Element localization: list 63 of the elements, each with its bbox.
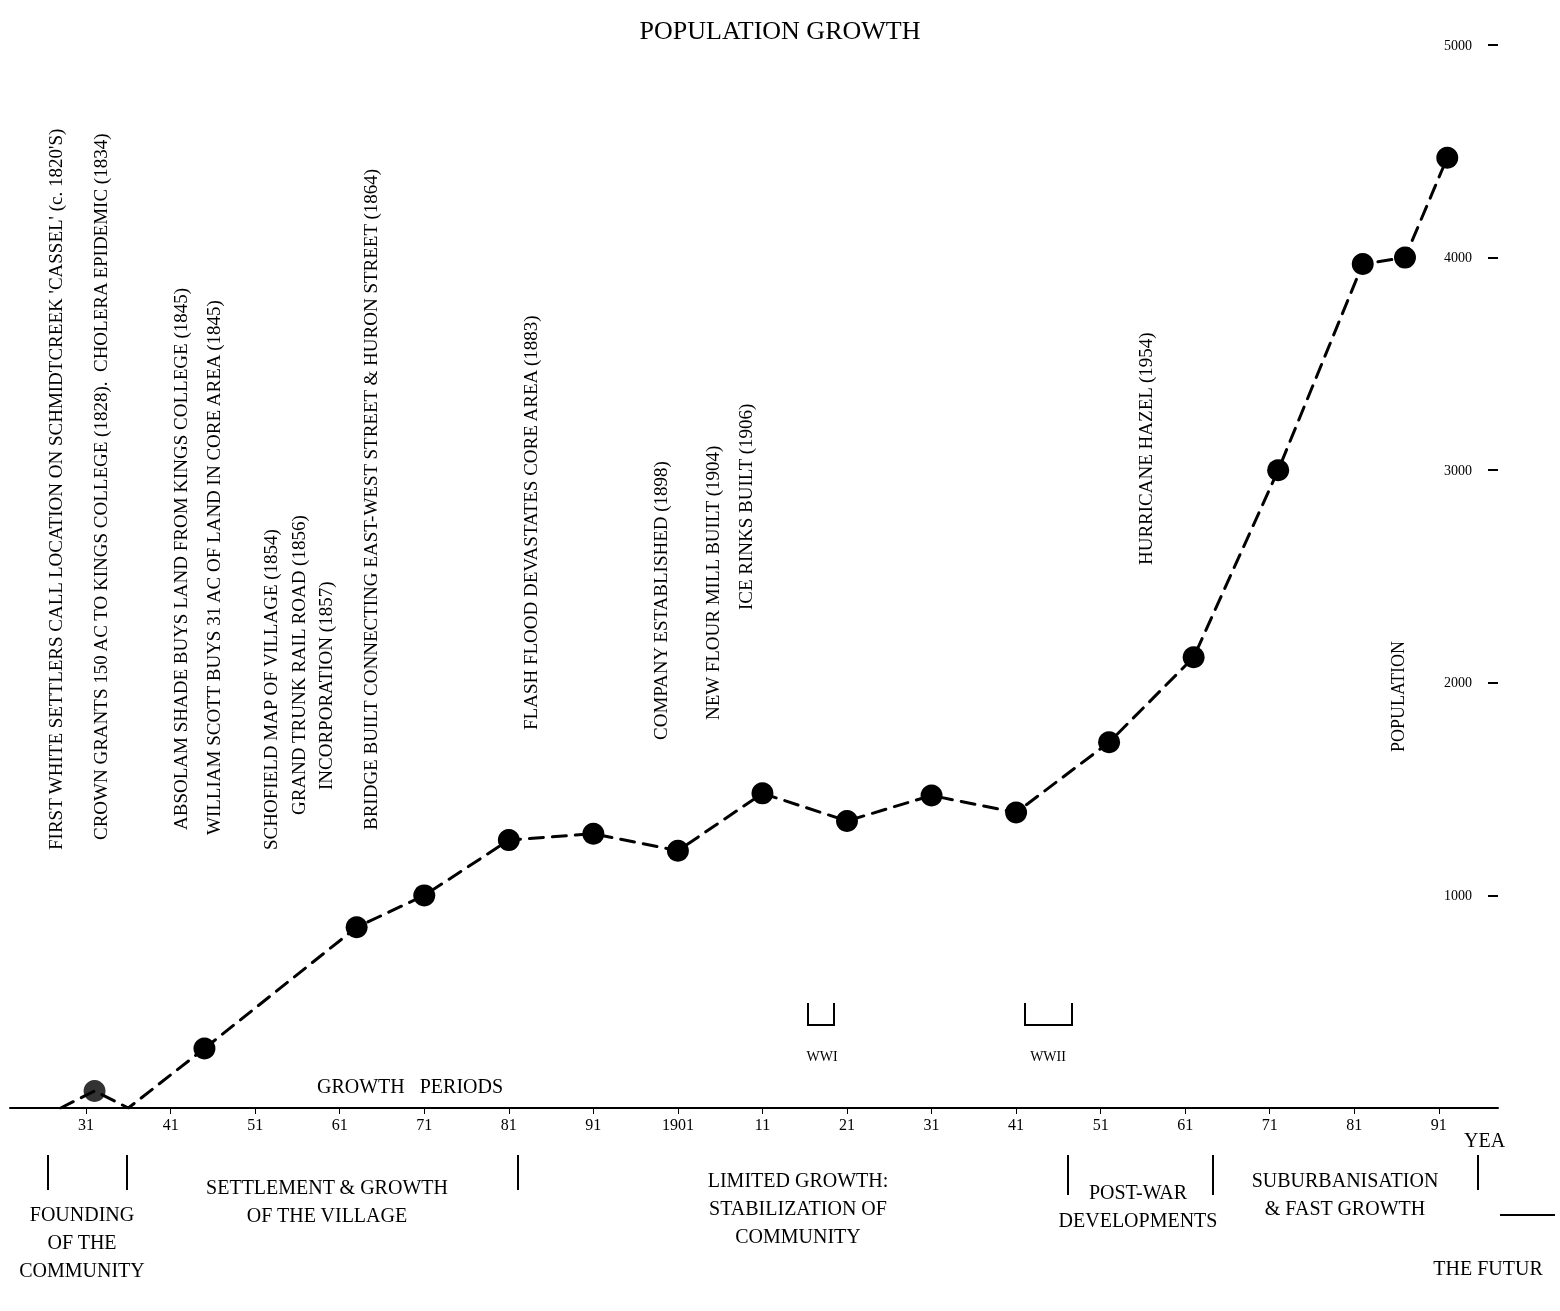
x-tick-label: 41 [162, 1115, 179, 1133]
x-tick-label: 91 [1430, 1115, 1447, 1133]
chart-title: POPULATION GROWTH [639, 15, 921, 45]
y-tick-label: 3000 [1444, 462, 1472, 478]
annotation: NEW FLOUR MILL BUILT (1904) [701, 445, 724, 720]
annotation: FIRST WHITE SETTLERS CALL LOCATION ON SCHMIDTCREEK 'CASSEL' (c. 1820'S) [44, 128, 67, 850]
annotation: GROWTH PERIODS [316, 1075, 504, 1097]
annotation: BRIDGE BUILT CONNECTING EAST-WEST STREET & HURON STREET (1864) [359, 168, 382, 830]
x-tick-label: 61 [331, 1115, 348, 1133]
x-tick-label: 31 [78, 1115, 95, 1133]
y-tick-label: 4000 [1444, 250, 1472, 266]
x-tick-label: 51 [1092, 1115, 1109, 1133]
point [582, 822, 605, 845]
text: LIMITED GROWTH: STABILIZATION OF COMMUNITY [707, 1169, 889, 1247]
x-axis-title: YEA [1464, 1129, 1506, 1151]
x-tick-label: 81 [500, 1115, 517, 1133]
x-tick-label: 31 [923, 1115, 940, 1133]
text: SETTLEMENT & GROWTH OF THE VILLAGE [206, 1176, 448, 1226]
annotation: ABSOLAM SHADE BUYS LAND FROM KINGS COLLEGE (1845) [169, 287, 192, 830]
x-tick-label: 21 [839, 1115, 855, 1133]
point [345, 916, 368, 939]
x-tick-label: 71 [1261, 1115, 1278, 1133]
annotation: WWII [1030, 1048, 1067, 1064]
point [413, 884, 436, 907]
text: POST-WAR DEVELOPMENTS [1058, 1181, 1218, 1231]
annotation: COMPANY ESTABLISHED (1898) [649, 461, 672, 740]
y-tick-label: 5000 [1444, 37, 1472, 53]
annotation: INCORPORATION (1857) [314, 581, 337, 790]
annotation: ICE RINKS BUILT (1906) [734, 403, 757, 610]
point [1351, 252, 1374, 275]
text: FOUNDING OF THE COMMUNITY [19, 1203, 145, 1281]
x-tick-label: 11 [754, 1115, 771, 1133]
annotation: GRAND TRUNK RAIL ROAD (1856) [287, 515, 310, 815]
y-tick-label: 1000 [1444, 887, 1472, 903]
x-tick-label: 61 [1177, 1115, 1194, 1133]
y-tick-label: 2000 [1444, 675, 1472, 691]
point [1005, 801, 1028, 824]
annotation: HURRICANE HAZEL (1954) [1134, 332, 1157, 565]
point [1267, 459, 1290, 482]
point [666, 839, 689, 862]
annotation: WILLIAM SCOTT BUYS 31 AC OF LAND IN CORE AREA (1845) [202, 300, 225, 835]
text: THE FUTUR [1433, 1257, 1544, 1279]
point [497, 829, 520, 852]
point [1394, 246, 1416, 269]
x-tick-label: 91 [585, 1115, 602, 1133]
point [193, 1037, 216, 1060]
x-tick-label: 81 [1346, 1115, 1363, 1133]
x-tick-label: 51 [247, 1115, 264, 1133]
x-tick-label: 41 [1008, 1115, 1025, 1133]
annotation: FLASH FLOOD DEVASTATES CORE AREA (1883) [519, 315, 542, 730]
annotation: WWI [806, 1048, 838, 1064]
x-tick-label: 71 [416, 1115, 433, 1133]
point [751, 782, 774, 805]
point [920, 784, 943, 807]
point [1098, 731, 1121, 754]
annotation: SCHOFIELD MAP OF VILLAGE (1854) [259, 529, 282, 850]
point [1436, 146, 1459, 169]
annotation: CROWN GRANTS 150 AC TO KINGS COLLEGE (1828). CHOLERA EPIDEMIC (1834) [89, 133, 112, 840]
x-tick-label: 1901 [661, 1115, 694, 1133]
text: SUBURBANISATION & FAST GROWTH [1251, 1169, 1439, 1219]
point [1182, 646, 1205, 669]
point [836, 810, 858, 832]
y-axis-title: POPULATION [1388, 640, 1408, 753]
